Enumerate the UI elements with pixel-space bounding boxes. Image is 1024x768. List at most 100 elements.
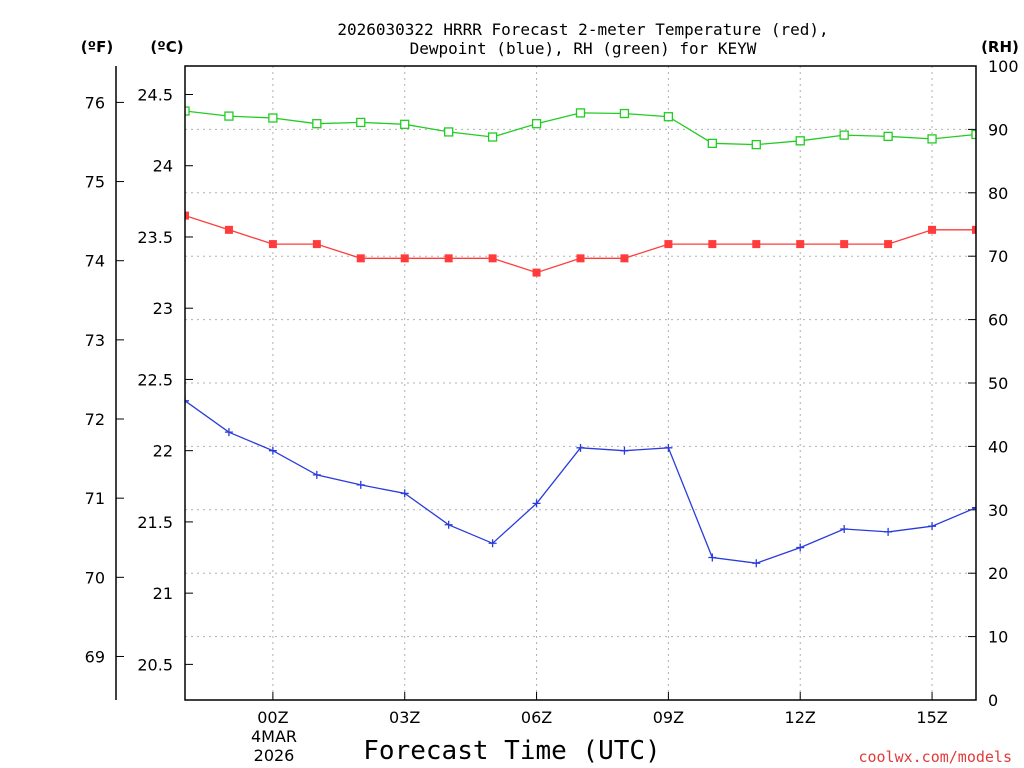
rh-point xyxy=(400,119,410,129)
fahrenheit-tick-label: 74 xyxy=(85,252,105,271)
rh-tick-label: 100 xyxy=(988,57,1019,76)
rh-point xyxy=(312,119,322,129)
dewpoint-point xyxy=(444,520,453,529)
rh-tick-label: 0 xyxy=(988,691,998,710)
dewpoint-point xyxy=(532,499,541,508)
dewpoint-point xyxy=(972,503,976,512)
temperature-point xyxy=(268,240,277,249)
temperature-series xyxy=(185,211,976,277)
rh-point xyxy=(575,108,586,118)
fahrenheit-tick-label: 70 xyxy=(85,568,105,587)
rh-point xyxy=(268,113,278,123)
dewpoint-point xyxy=(796,543,805,552)
rh-point xyxy=(751,139,761,150)
rh-point xyxy=(619,108,630,119)
temperature-point xyxy=(840,240,849,249)
chart-title-line2: Dewpoint (blue), RH (green) for KEYW xyxy=(410,39,757,58)
fahrenheit-tick-label: 71 xyxy=(85,489,105,508)
plot-frame xyxy=(184,65,977,701)
dewpoint-point xyxy=(576,443,585,452)
celsius-tick-label: 23.5 xyxy=(137,228,173,247)
temperature-point xyxy=(576,254,585,263)
dewpoint-point xyxy=(708,553,717,562)
celsius-tick-label: 24 xyxy=(153,157,173,176)
temperature-point xyxy=(928,225,937,234)
celsius-tick-label: 23 xyxy=(153,299,173,318)
temperature-point xyxy=(972,225,976,234)
dewpoint-point xyxy=(928,522,937,531)
temperature-point xyxy=(884,240,893,249)
temperature-point xyxy=(444,254,453,263)
temperature-point xyxy=(532,268,541,277)
temperature-point xyxy=(400,254,409,263)
temperature-point xyxy=(224,225,233,234)
dewpoint-point xyxy=(664,443,673,452)
rh-point xyxy=(795,136,805,146)
dewpoint-point xyxy=(356,480,365,489)
rh-tick-label: 70 xyxy=(988,247,1008,266)
rh-point xyxy=(883,131,893,142)
rh-point xyxy=(224,111,234,121)
dewpoint-point xyxy=(488,539,497,548)
temperature-point xyxy=(796,240,805,249)
celsius-tick-label: 20.5 xyxy=(137,655,173,674)
dewpoint-point xyxy=(752,559,761,568)
temperature-line xyxy=(185,214,976,274)
rh-unit-label: (RH) xyxy=(981,38,1019,56)
rh-series xyxy=(185,106,976,150)
x-tick-label: 00Z xyxy=(257,708,288,727)
rh-tick-label: 90 xyxy=(988,120,1008,139)
dewpoint-point xyxy=(620,446,629,455)
dewpoint-point xyxy=(840,525,849,534)
celsius-tick-label: 21.5 xyxy=(137,513,173,532)
fahrenheit-tick-label: 76 xyxy=(85,93,105,112)
fahrenheit-tick-label: 72 xyxy=(85,410,105,429)
rh-point xyxy=(663,112,674,122)
x-tick-label: 06Z xyxy=(521,708,552,727)
temperature-point xyxy=(664,240,673,249)
temperature-point xyxy=(356,254,365,263)
x-axis-label: Forecast Time (UTC) xyxy=(363,736,660,766)
rh-point xyxy=(707,138,717,148)
temperature-point xyxy=(312,240,321,249)
temperature-point xyxy=(708,240,717,249)
rh-tick-label: 20 xyxy=(988,564,1008,583)
dewpoint-point xyxy=(185,396,189,405)
watermark: coolwx.com/models xyxy=(858,748,1012,766)
temperature-point xyxy=(185,211,189,220)
dewpoint-point xyxy=(400,489,409,498)
celsius-tick-label: 21 xyxy=(153,584,173,603)
fahrenheit-unit-label: (ºF) xyxy=(81,38,113,56)
rh-point xyxy=(971,129,976,140)
fahrenheit-tick-label: 73 xyxy=(85,331,105,350)
dewpoint-point xyxy=(312,470,321,479)
rh-point xyxy=(356,117,366,128)
rh-tick-label: 60 xyxy=(988,311,1008,330)
rh-point xyxy=(487,132,498,142)
dewpoint-point xyxy=(268,446,277,455)
fahrenheit-tick-label: 69 xyxy=(85,647,105,666)
temperature-point xyxy=(488,254,497,263)
rh-tick-label: 30 xyxy=(988,501,1008,520)
rh-point xyxy=(839,130,849,140)
dewpoint-series xyxy=(185,396,976,568)
celsius-unit-label: (ºC) xyxy=(150,38,183,56)
dewpoint-line xyxy=(185,400,976,564)
chart-title-line1: 2026030322 HRRR Forecast 2-meter Tempera… xyxy=(337,20,828,39)
rh-tick-label: 80 xyxy=(988,184,1008,203)
celsius-tick-label: 24.5 xyxy=(137,85,173,104)
rh-point xyxy=(531,119,542,129)
rh-tick-label: 40 xyxy=(988,437,1008,456)
x-tick-label: 12Z xyxy=(785,708,816,727)
celsius-tick-label: 22 xyxy=(153,442,173,461)
date-label-day: 4MAR xyxy=(251,727,297,746)
x-tick-label: 09Z xyxy=(653,708,684,727)
date-label-year: 2026 xyxy=(254,746,295,765)
dewpoint-point xyxy=(884,527,893,536)
rh-tick-label: 10 xyxy=(988,628,1008,647)
temperature-point xyxy=(752,240,761,249)
dewpoint-point xyxy=(224,428,233,437)
x-tick-label: 15Z xyxy=(916,708,947,727)
fahrenheit-tick-label: 75 xyxy=(85,173,105,192)
